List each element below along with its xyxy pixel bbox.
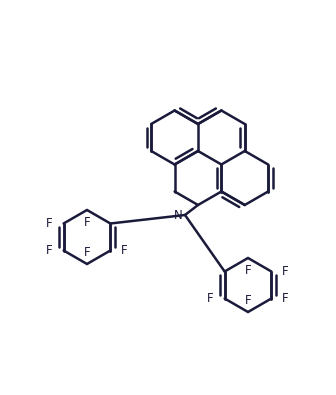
- Text: F: F: [84, 246, 90, 258]
- Text: F: F: [245, 293, 251, 307]
- Text: F: F: [46, 217, 53, 230]
- Text: F: F: [207, 292, 214, 305]
- Text: F: F: [121, 244, 128, 257]
- Text: F: F: [282, 265, 289, 278]
- Text: F: F: [46, 244, 53, 257]
- Text: F: F: [84, 216, 90, 228]
- Text: F: F: [245, 263, 251, 276]
- Text: F: F: [282, 292, 289, 305]
- Text: N: N: [174, 209, 182, 222]
